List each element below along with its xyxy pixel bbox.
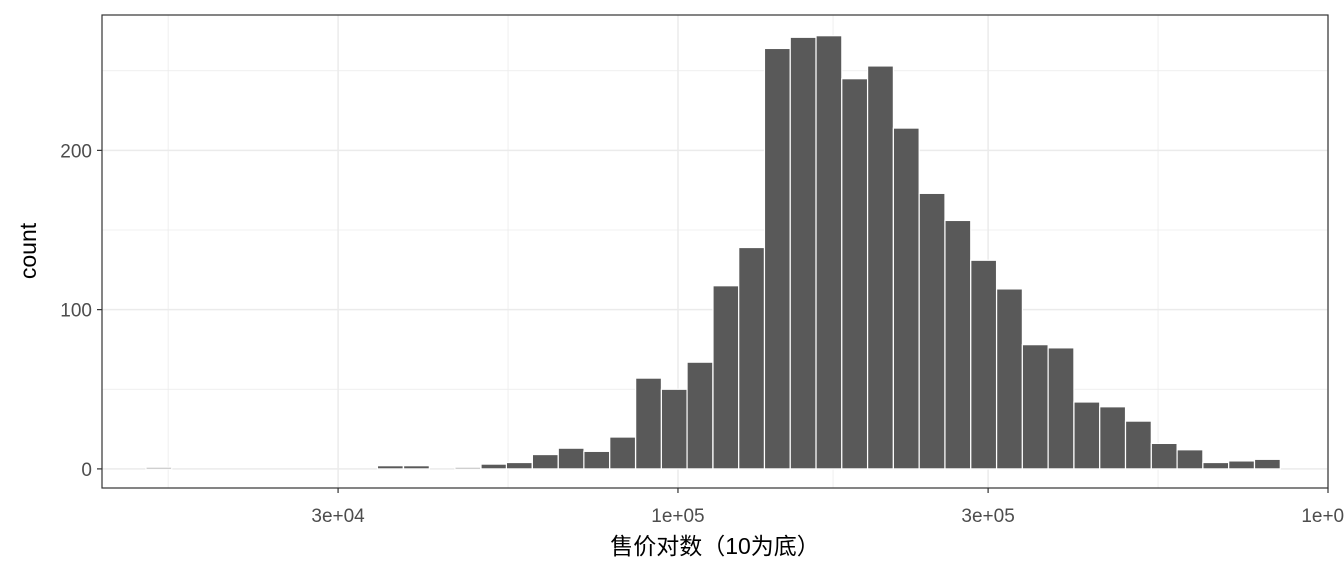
x-tick-label: 3e+04 bbox=[311, 506, 365, 527]
histogram-bar bbox=[1176, 449, 1204, 470]
histogram-bar bbox=[1202, 461, 1230, 470]
histogram-bar bbox=[789, 36, 817, 470]
histogram-bar bbox=[1253, 458, 1281, 470]
histogram-bar bbox=[1099, 406, 1127, 470]
histogram-bar bbox=[841, 78, 869, 470]
histogram-bar bbox=[1073, 401, 1101, 470]
histogram-bar bbox=[1021, 344, 1049, 470]
histogram-bar bbox=[583, 450, 611, 470]
histogram-bar bbox=[505, 461, 533, 470]
histogram-bar bbox=[480, 463, 508, 470]
histogram-bar bbox=[918, 192, 946, 470]
histogram-bar bbox=[815, 35, 843, 470]
y-axis-title: count bbox=[15, 222, 41, 279]
histogram-bar bbox=[1228, 460, 1256, 470]
x-tick-label: 1e+05 bbox=[651, 506, 704, 527]
histogram-bar bbox=[763, 47, 791, 470]
y-tick-label: 0 bbox=[81, 460, 92, 481]
histogram-bar bbox=[712, 285, 740, 470]
histogram-bar bbox=[609, 436, 637, 470]
histogram-bar bbox=[995, 288, 1023, 470]
y-tick-label: 100 bbox=[60, 301, 92, 322]
histogram-bar bbox=[1124, 420, 1152, 470]
y-tick-label: 200 bbox=[60, 141, 92, 162]
histogram-bar bbox=[635, 377, 663, 470]
panel-border bbox=[101, 14, 1329, 489]
histogram-bars bbox=[145, 35, 1281, 470]
histogram-bar bbox=[557, 447, 585, 470]
histogram-bar bbox=[970, 259, 998, 470]
histogram-bar bbox=[145, 466, 173, 470]
x-tick-label: 1e+06 bbox=[1301, 506, 1344, 527]
histogram-bar bbox=[531, 453, 559, 470]
histogram-bar bbox=[402, 465, 430, 470]
grid-lines bbox=[102, 15, 1329, 488]
axis-ticks: 0 100 200 3e+04 1e+05 3e+05 1e+06 bbox=[60, 141, 1344, 527]
histogram-bar bbox=[1047, 347, 1075, 470]
x-tick-label: 3e+05 bbox=[961, 506, 1014, 527]
histogram-bar bbox=[866, 65, 894, 470]
histogram-bar bbox=[1150, 442, 1178, 470]
x-axis-title: 售价对数（10为底） bbox=[610, 533, 820, 559]
histogram-bar bbox=[660, 388, 688, 470]
histogram-bar bbox=[892, 127, 920, 470]
histogram-bar bbox=[454, 466, 482, 470]
histogram-bar bbox=[944, 219, 972, 470]
histogram-bar bbox=[738, 246, 766, 470]
histogram-bar bbox=[376, 465, 404, 470]
histogram-bar bbox=[686, 361, 714, 470]
